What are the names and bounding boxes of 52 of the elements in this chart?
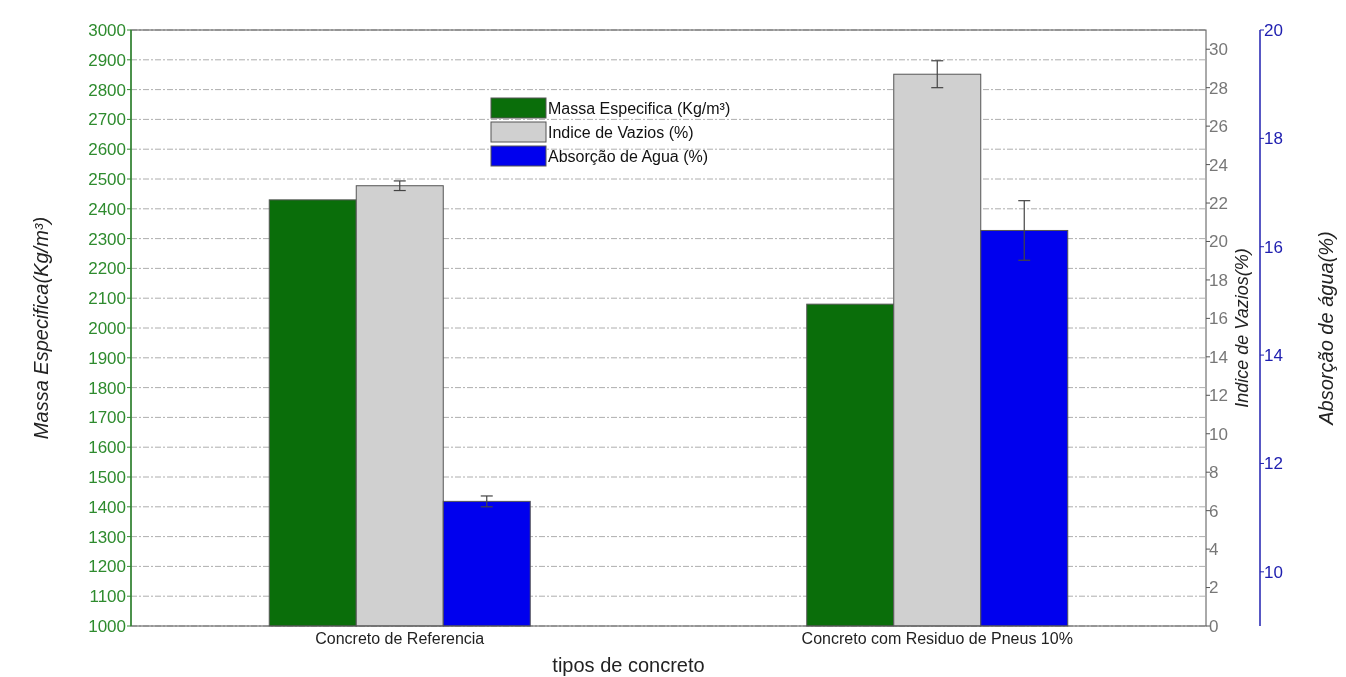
y-tick-label: 1600 [88, 438, 126, 458]
x-axis-title: tipos de concreto [552, 654, 705, 676]
y-tick-label: 2800 [88, 80, 126, 100]
y-tick-label: 1000 [88, 616, 126, 636]
y3-tick-label: 14 [1264, 346, 1283, 366]
y2-tick-label: 2 [1209, 578, 1219, 598]
y-tick-label: 1500 [88, 467, 126, 487]
y3-axis-title: Absorção de água(%) [1315, 231, 1337, 426]
y-tick-label: 2900 [88, 50, 126, 70]
y-tick-label: 1100 [89, 587, 126, 607]
y2-tick-label: 24 [1209, 155, 1228, 175]
y2-axis-title: Indice de Vazios(%) [1232, 248, 1252, 408]
y-tick-label: 1300 [88, 527, 126, 547]
y3-tick-label: 16 [1264, 237, 1283, 257]
legend-label: Massa Especifica (Kg/m³) [548, 99, 731, 117]
x-tick-label: Concreto com Residuo de Pneus 10% [801, 630, 1073, 647]
y2-tick-label: 22 [1209, 193, 1228, 213]
y3-tick-label: 12 [1264, 454, 1283, 474]
y-tick-label: 1800 [88, 378, 126, 398]
y-tick-label: 1200 [88, 557, 126, 577]
y-tick-label: 1400 [88, 497, 126, 517]
y2-tick-label: 16 [1209, 309, 1228, 329]
y-tick-label: 2500 [88, 169, 126, 189]
y2-tick-label: 26 [1209, 117, 1228, 137]
y-tick-label: 2100 [88, 289, 126, 309]
y2-tick-label: 8 [1209, 463, 1219, 483]
y2-tick-label: 10 [1209, 424, 1228, 444]
y2-tick-label: 14 [1209, 347, 1228, 367]
y-tick-label: 1700 [88, 408, 126, 428]
y2-tick-label: 30 [1209, 40, 1228, 60]
y2-tick-label: 12 [1209, 386, 1228, 406]
y2-tick-label: 0 [1209, 616, 1219, 636]
x-tick-label: Concreto de Referencia [315, 630, 485, 647]
y-tick-label: 2600 [88, 140, 126, 160]
y2-tick-label: 18 [1209, 270, 1228, 290]
y2-tick-label: 20 [1209, 232, 1228, 252]
y-tick-label: 2700 [88, 110, 126, 130]
y3-tick-label: 18 [1264, 129, 1283, 149]
y-tick-label: 2000 [88, 318, 126, 338]
y-tick-label: 2400 [88, 199, 126, 219]
y2-tick-label: 28 [1209, 78, 1228, 98]
y-tick-label: 3000 [88, 20, 126, 40]
y3-tick-label: 20 [1264, 20, 1283, 40]
y3-tick-label: 10 [1264, 562, 1283, 582]
y-tick-label: 2300 [88, 229, 126, 249]
y-tick-label: 1900 [88, 348, 126, 368]
y-tick-label: 2200 [88, 259, 126, 279]
y2-tick-label: 6 [1209, 501, 1219, 521]
y-axis-title: Massa Especifica(Kg/m³) [30, 216, 52, 440]
legend-label: Indice de Vazios (%) [548, 123, 694, 141]
legend-label: Absorção de Agua (%) [548, 147, 709, 165]
y2-tick-label: 4 [1209, 540, 1219, 560]
